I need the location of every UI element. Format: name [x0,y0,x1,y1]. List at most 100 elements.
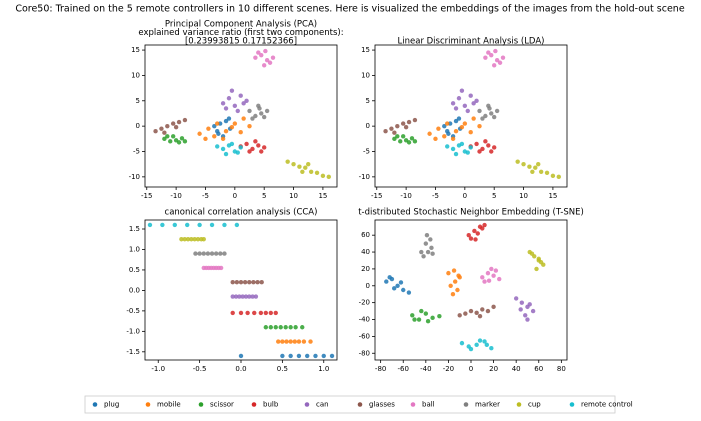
point [425,249,431,255]
point [491,145,497,150]
point [253,139,258,144]
point [216,131,221,136]
point [389,126,394,131]
point [182,237,187,242]
point [293,325,298,330]
point [162,130,167,135]
legend-box [84,395,616,414]
point [474,98,479,103]
point [403,124,409,130]
point [247,149,252,154]
point [485,308,491,314]
point [306,161,311,167]
point [468,130,473,135]
y-tick-label: 10 [361,71,370,79]
point [303,165,308,170]
point [462,121,468,126]
point [446,270,451,276]
y-tick-label: -60 [359,332,370,340]
point [288,325,293,330]
point [300,169,305,174]
point [485,270,491,276]
point [193,251,198,256]
point [433,136,438,142]
x-tick-label: 0 [463,192,467,200]
point [452,279,458,284]
point [176,119,182,125]
point [533,165,538,170]
point [491,114,497,120]
y-tick-label: -5 [133,148,140,156]
plot-frame [144,219,338,361]
point [442,123,447,129]
point [223,118,229,124]
point [448,283,453,288]
point [412,117,418,123]
point [291,161,296,167]
point [264,108,270,114]
point [230,280,235,285]
point [423,311,429,316]
y-tick-label: 15 [361,46,370,54]
point [147,222,153,228]
point [273,325,278,330]
point [530,308,536,314]
point [185,222,190,228]
point [474,310,479,315]
point [471,116,476,121]
point [453,106,459,111]
legend-label: remote control [581,401,633,409]
point [384,279,389,284]
point [392,286,397,291]
point [240,294,245,299]
y-tick-label: 0 [366,122,370,130]
point [544,170,550,175]
point [475,231,480,236]
point [238,145,243,150]
legend-marker [463,402,469,407]
x-tick-label: 0 [469,365,473,373]
point [409,136,415,141]
chart-title: t-distributed Stochastic Neighbor Embedd… [358,208,584,218]
point [170,121,176,126]
legend-marker [92,402,98,407]
point [556,174,561,180]
point [220,146,226,152]
x-tick-label: -0.5 [193,365,207,373]
x-tick-label: 5 [492,192,496,200]
y-tick-label: 1.0 [129,245,140,253]
point [301,339,307,344]
point [515,159,520,164]
point [238,353,244,359]
point [268,310,273,316]
x-tick-label: -40 [420,365,431,373]
point [232,103,238,109]
point [321,353,326,359]
x-tick-label: 10 [519,192,528,200]
y-tick-label: 1.5 [129,225,140,233]
point [297,164,302,169]
point [263,310,269,316]
point [550,173,556,179]
point [259,111,264,116]
point [459,124,465,130]
point [232,121,238,126]
point [192,237,197,242]
point [468,93,473,98]
point [218,265,224,271]
point [523,313,528,318]
point [500,55,506,60]
point [229,88,235,93]
point [238,130,243,135]
point [412,139,418,144]
point [459,88,465,93]
point [465,108,470,114]
point [474,141,479,147]
point [518,307,523,312]
point [229,141,235,147]
point [527,164,532,169]
point [237,294,242,299]
point [247,280,252,285]
point [489,111,494,116]
point [453,151,459,157]
